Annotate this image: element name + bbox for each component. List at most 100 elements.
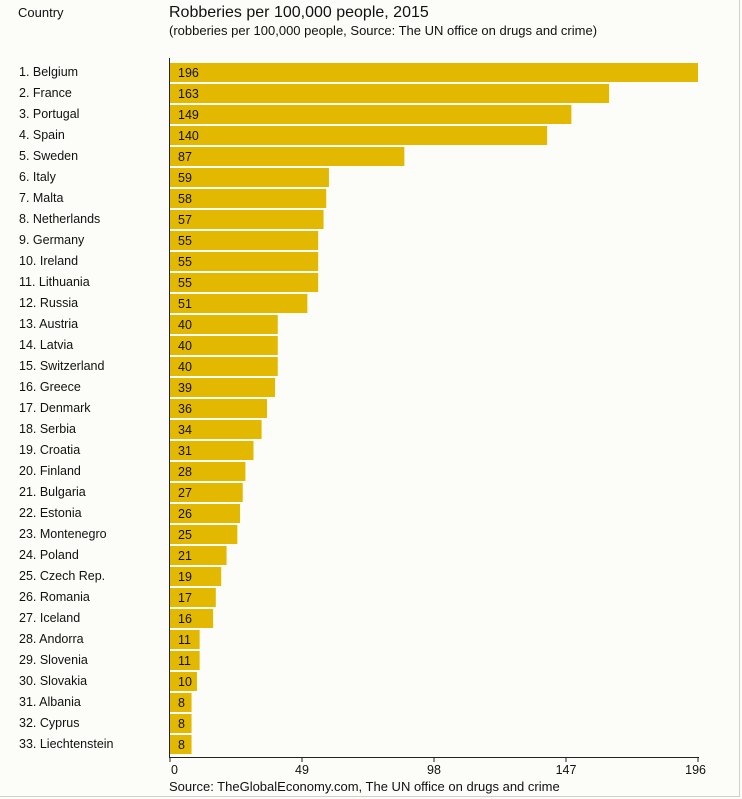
category-label-finland: 20. Finland xyxy=(19,464,81,478)
category-label-ireland: 10. Ireland xyxy=(19,254,78,268)
value-label-belgium: 196 xyxy=(178,66,199,80)
bar-poland xyxy=(170,546,227,565)
value-label-romania: 17 xyxy=(178,591,192,605)
bar-italy xyxy=(170,168,329,187)
value-label-liechtenstein: 8 xyxy=(178,738,185,752)
category-label-lithuania: 11. Lithuania xyxy=(19,275,90,289)
value-label-italy: 59 xyxy=(178,171,192,185)
value-label-czech-rep: 19 xyxy=(178,570,192,584)
category-label-albania: 31. Albania xyxy=(19,695,81,709)
category-label-bulgaria: 21. Bulgaria xyxy=(19,485,86,499)
value-label-switzerland: 40 xyxy=(178,360,192,374)
category-label-croatia: 19. Croatia xyxy=(19,443,80,457)
value-label-croatia: 31 xyxy=(178,444,192,458)
x-tick-label-49: 49 xyxy=(295,763,309,777)
bar-greece xyxy=(170,378,276,397)
category-label-netherlands: 8. Netherlands xyxy=(19,212,100,226)
bar-russia xyxy=(170,294,308,313)
x-tick-label-98: 98 xyxy=(427,763,441,777)
chart-subtitle: (robberies per 100,000 people, Source: T… xyxy=(169,23,598,38)
bar-germany xyxy=(170,231,319,250)
category-label-france: 2. France xyxy=(19,86,72,100)
chart-title: Robberies per 100,000 people, 2015 xyxy=(169,4,429,21)
value-label-malta: 58 xyxy=(178,192,192,206)
value-label-cyprus: 8 xyxy=(178,717,185,731)
bar-czech-rep xyxy=(170,567,222,586)
country-column-header: Country xyxy=(18,5,64,20)
bar-slovenia xyxy=(170,651,200,670)
category-label-estonia: 22. Estonia xyxy=(19,506,82,520)
value-label-montenegro: 25 xyxy=(178,528,192,542)
category-label-italy: 6. Italy xyxy=(19,170,57,184)
bar-slovakia xyxy=(170,672,197,691)
value-label-slovenia: 11 xyxy=(178,654,191,668)
value-label-albania: 8 xyxy=(178,696,185,710)
value-label-serbia: 34 xyxy=(178,423,192,437)
category-label-poland: 24. Poland xyxy=(19,548,79,562)
bar-montenegro xyxy=(170,525,238,544)
bar-ireland xyxy=(170,252,319,271)
bar-belgium xyxy=(170,63,698,82)
value-label-poland: 21 xyxy=(178,549,192,563)
value-label-austria: 40 xyxy=(178,318,192,332)
bar-bulgaria xyxy=(170,483,243,502)
bar-iceland xyxy=(170,609,214,628)
category-label-slovakia: 30. Slovakia xyxy=(19,674,87,688)
category-label-serbia: 18. Serbia xyxy=(19,422,76,436)
category-label-austria: 13. Austria xyxy=(19,317,78,331)
value-label-lithuania: 55 xyxy=(178,276,192,290)
category-label-slovenia: 29. Slovenia xyxy=(19,653,88,667)
bar-romania xyxy=(170,588,216,607)
value-label-andorra: 11 xyxy=(178,633,191,647)
bar-latvia xyxy=(170,336,278,355)
category-label-spain: 4. Spain xyxy=(19,128,65,142)
value-label-germany: 55 xyxy=(178,234,192,248)
bar-serbia xyxy=(170,420,262,439)
bar-austria xyxy=(170,315,278,334)
bar-sweden xyxy=(170,147,405,166)
x-tick-label-196: 196 xyxy=(685,763,706,777)
bar-albania xyxy=(170,693,192,712)
category-label-sweden: 5. Sweden xyxy=(19,149,78,163)
value-label-bulgaria: 27 xyxy=(178,486,192,500)
value-label-spain: 140 xyxy=(178,129,199,143)
value-label-portugal: 149 xyxy=(178,108,199,122)
value-label-latvia: 40 xyxy=(178,339,192,353)
bar-portugal xyxy=(170,105,572,124)
category-label-malta: 7. Malta xyxy=(19,191,64,205)
category-label-switzerland: 15. Switzerland xyxy=(19,359,105,373)
bar-denmark xyxy=(170,399,267,418)
value-label-greece: 39 xyxy=(178,381,192,395)
bar-spain xyxy=(170,126,548,145)
bar-croatia xyxy=(170,441,254,460)
value-label-denmark: 36 xyxy=(178,402,192,416)
bar-liechtenstein xyxy=(170,735,192,754)
bar-cyprus xyxy=(170,714,192,733)
value-label-ireland: 55 xyxy=(178,255,192,269)
bar-andorra xyxy=(170,630,200,649)
category-label-germany: 9. Germany xyxy=(19,233,85,247)
bar-netherlands xyxy=(170,210,324,229)
category-label-romania: 26. Romania xyxy=(19,590,90,604)
value-label-netherlands: 57 xyxy=(178,213,192,227)
bar-malta xyxy=(170,189,327,208)
category-label-denmark: 17. Denmark xyxy=(19,401,91,415)
value-label-france: 163 xyxy=(178,87,199,101)
value-label-russia: 51 xyxy=(178,297,192,311)
value-label-finland: 28 xyxy=(178,465,192,479)
category-label-liechtenstein: 33. Liechtenstein xyxy=(19,737,114,751)
value-label-slovakia: 10 xyxy=(178,675,192,689)
category-label-portugal: 3. Portugal xyxy=(19,107,79,121)
category-label-montenegro: 23. Montenegro xyxy=(19,527,107,541)
category-label-russia: 12. Russia xyxy=(19,296,78,310)
category-label-andorra: 28. Andorra xyxy=(19,632,84,646)
bar-france xyxy=(170,84,610,103)
chart-source: Source: TheGlobalEconomy.com, The UN off… xyxy=(169,779,560,794)
category-label-iceland: 27. Iceland xyxy=(19,611,80,625)
bar-estonia xyxy=(170,504,241,523)
category-label-cyprus: 32. Cyprus xyxy=(19,716,79,730)
value-label-sweden: 87 xyxy=(178,150,192,164)
bar-lithuania xyxy=(170,273,319,292)
